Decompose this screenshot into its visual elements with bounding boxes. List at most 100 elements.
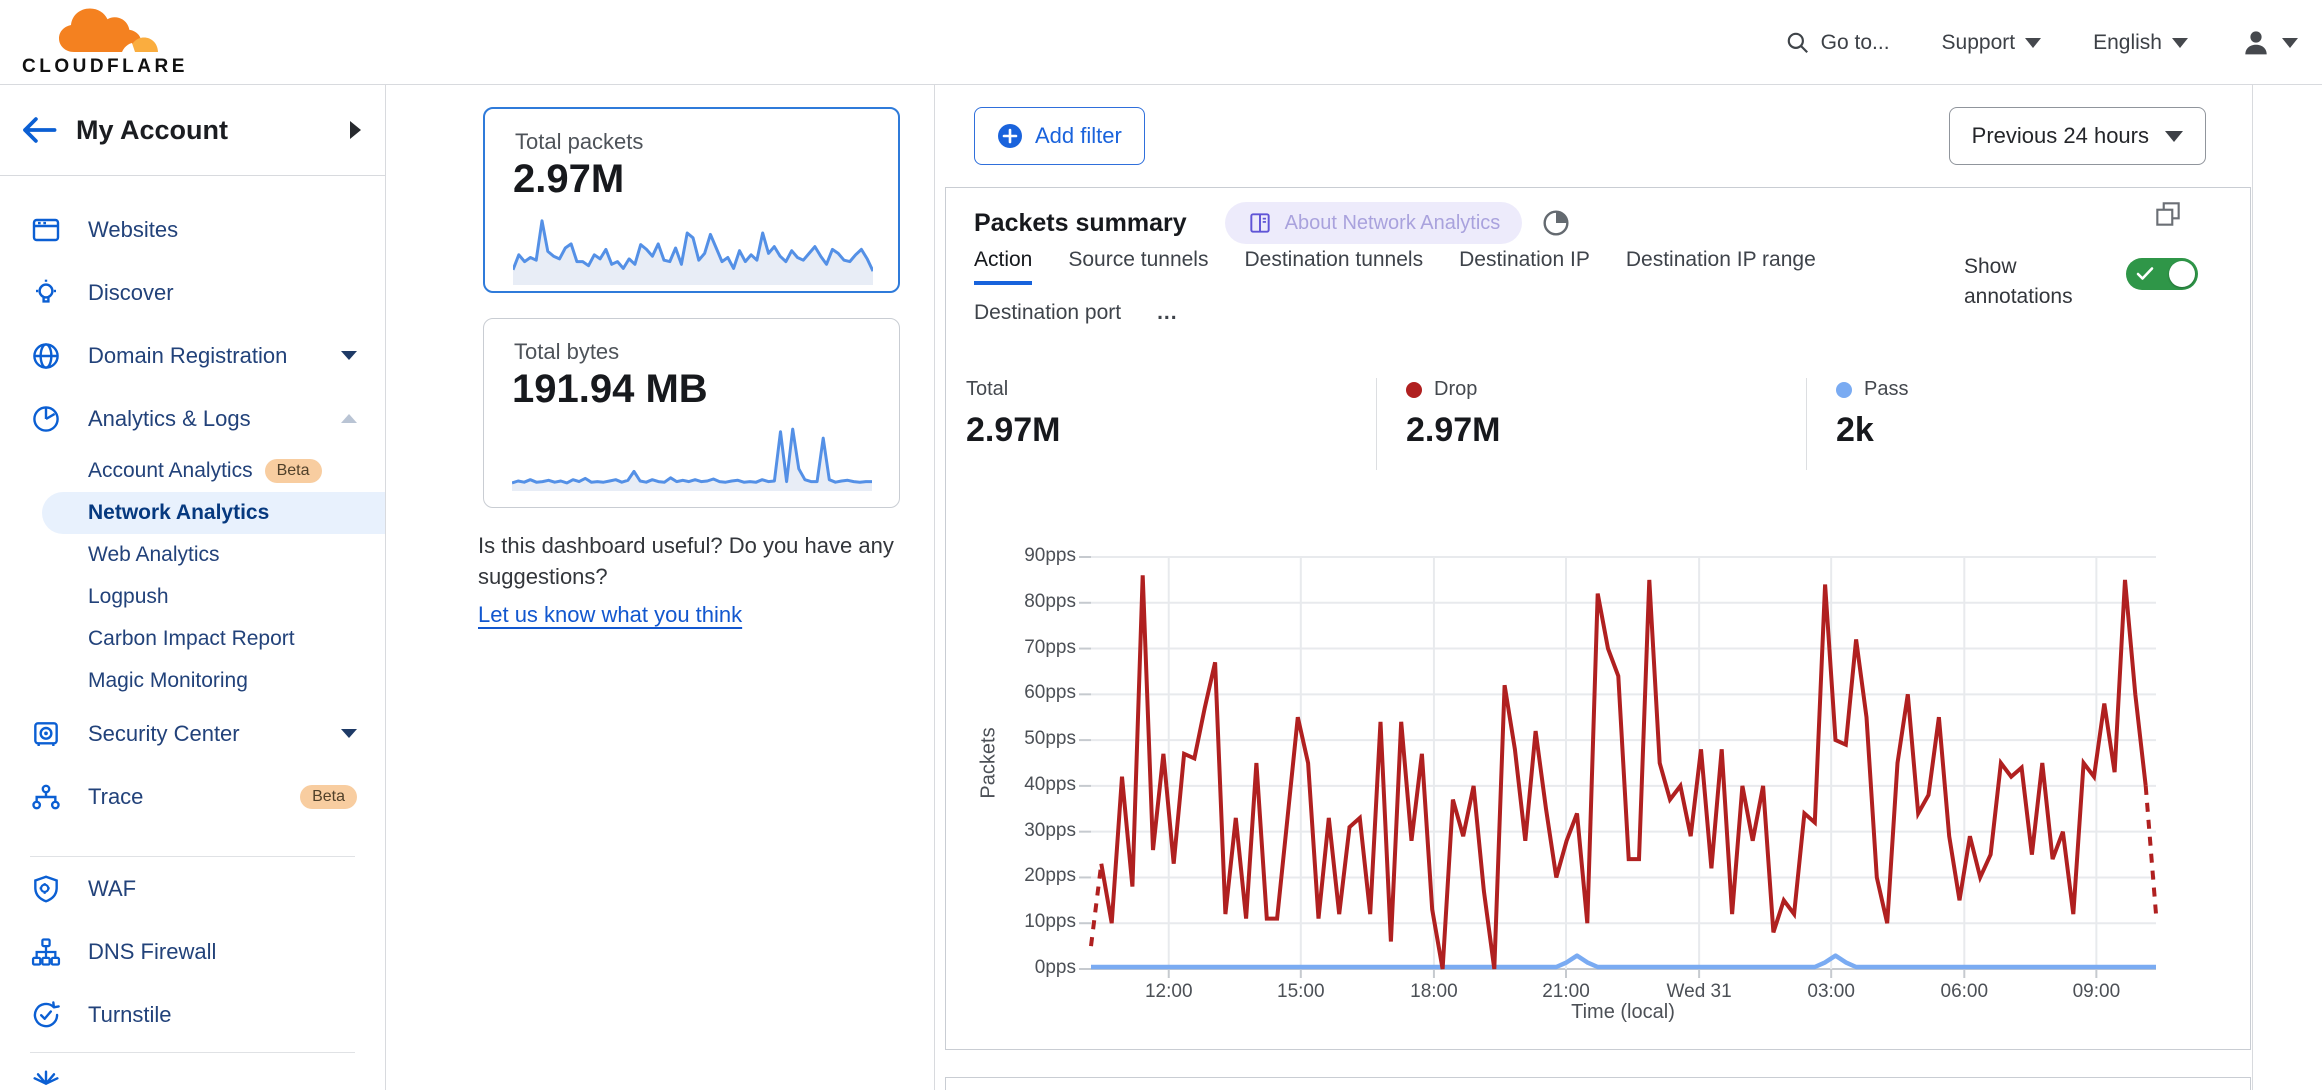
x-tick-label: 09:00 <box>2072 981 2121 1002</box>
bytes-sparkline-chart <box>512 427 872 491</box>
sidebar-subitem-network-analytics[interactable]: Network Analytics <box>42 492 385 534</box>
sidebar-item-domain-registration[interactable]: Domain Registration <box>0 324 385 387</box>
sidebar-item-partial[interactable] <box>0 1053 385 1090</box>
main-pane: Add filter Previous 24 hours Packets sum… <box>935 85 2252 1090</box>
tab-source-tunnels[interactable]: Source tunnels <box>1068 248 1209 271</box>
y-tick-label: 80pps <box>1024 590 1076 612</box>
sidebar-item-label: Turnstile <box>88 1001 172 1027</box>
total-bytes-card[interactable]: Total bytes 191.94 MB <box>483 318 900 508</box>
dimension-tabs: Action Source tunnels Destination tunnel… <box>974 248 1934 334</box>
y-tick-label: 0pps <box>1034 957 1076 978</box>
y-tick-label: 90pps <box>1024 545 1076 566</box>
sidebar-item-security-center[interactable]: Security Center <box>0 702 385 765</box>
x-tick-label: 06:00 <box>1940 981 1989 1002</box>
tabs-overflow-button[interactable]: ... <box>1157 301 1178 324</box>
next-summary-card <box>945 1077 2251 1090</box>
expand-panel-icon[interactable] <box>2152 198 2184 230</box>
tab-destination-ip[interactable]: Destination IP <box>1459 248 1590 271</box>
sidebar-item-discover[interactable]: Discover <box>0 261 385 324</box>
rotate-check-icon <box>30 999 62 1031</box>
beta-badge: Beta <box>300 784 357 809</box>
sidebar-item-trace[interactable]: Trace Beta <box>0 765 385 828</box>
book-icon <box>1249 213 1270 233</box>
chevron-down-icon <box>341 729 357 738</box>
sidebar-item-analytics-logs[interactable]: Analytics & Logs <box>0 387 385 450</box>
tab-action[interactable]: Action <box>974 248 1033 285</box>
sidebar: My Account Websites Discover Domain Regi… <box>0 85 386 1090</box>
safe-icon <box>30 718 62 750</box>
sidebar-divider <box>30 856 355 857</box>
packets-line-chart[interactable]: 0pps 10pps 20pps 30pps 40pps 50pps 60pps 70pps 8… <box>1024 545 2158 1002</box>
sidebar-item-websites[interactable]: Websites <box>0 198 385 261</box>
sidebar-item-label: Security Center <box>88 720 240 746</box>
sidebar-subitem-logpush[interactable]: Logpush <box>88 585 169 608</box>
user-icon <box>2245 30 2267 54</box>
shield-gear-icon <box>30 873 62 905</box>
metric-label: Total packets <box>515 129 644 154</box>
sidebar-nav: Websites Discover Domain Registration An… <box>0 176 385 1090</box>
top-header: CLOUDFLARE Go to... Support English <box>0 0 2322 85</box>
beta-badge: Beta <box>264 459 322 483</box>
about-network-analytics-badge[interactable]: About Network Analytics <box>1224 202 1523 244</box>
sidebar-subitem-account-analytics[interactable]: Account Analytics Beta <box>0 450 385 492</box>
sidebar-divider <box>30 1052 355 1053</box>
sidebar-item-turnstile[interactable]: Turnstile <box>0 983 385 1046</box>
data-freshness-pie-icon[interactable] <box>1540 207 1572 239</box>
stats-row: Total 2.97M Drop 2.97M Pass <box>946 378 2250 470</box>
account-name: My Account <box>76 114 229 145</box>
stat-divider <box>1806 378 1807 470</box>
cloudflare-cloud-icon <box>59 8 158 53</box>
support-label: Support <box>1941 30 2016 54</box>
globe-icon <box>30 340 62 372</box>
stat-pass: Pass 2k <box>1836 378 1909 449</box>
sunburst-icon <box>30 1065 62 1090</box>
back-arrow-icon[interactable] <box>20 116 58 144</box>
check-icon <box>2136 267 2154 280</box>
sidebar-item-waf[interactable]: WAF <box>0 857 385 920</box>
feedback-link[interactable]: Let us know what you think <box>478 602 743 627</box>
chevron-down-icon <box>2165 130 2183 142</box>
language-menu[interactable]: English <box>2093 31 2188 55</box>
content-area: Total packets 2.97M Total bytes 191.94 M… <box>386 85 2253 1090</box>
brand-wordmark: CLOUDFLARE <box>22 56 188 77</box>
tab-destination-ip-range[interactable]: Destination IP range <box>1625 248 1816 271</box>
sidebar-item-label: Domain Registration <box>88 342 288 368</box>
sidebar-subitem-carbon-impact-report[interactable]: Carbon Impact Report <box>88 627 295 650</box>
chevron-right-icon[interactable] <box>350 121 361 139</box>
network-tree-icon <box>30 936 62 968</box>
sidebar-subitem-web-analytics[interactable]: Web Analytics <box>88 543 220 566</box>
tab-destination-port[interactable]: Destination port <box>974 301 1122 324</box>
x-tick-label: 21:00 <box>1542 981 1590 1002</box>
chevron-down-icon <box>2282 37 2298 48</box>
y-tick-label: 50pps <box>1024 728 1076 750</box>
pass-legend-dot <box>1836 381 1852 398</box>
support-menu[interactable]: Support <box>1942 31 2042 55</box>
sidebar-subitem-magic-monitoring[interactable]: Magic Monitoring <box>88 669 248 692</box>
chevron-down-icon <box>2172 37 2188 48</box>
tab-destination-tunnels[interactable]: Destination tunnels <box>1244 248 1424 271</box>
goto-search[interactable]: Go to... <box>1785 30 1890 56</box>
feedback-question: Is this dashboard useful? Do you have an… <box>478 533 894 589</box>
account-menu[interactable] <box>2240 27 2298 59</box>
packets-summary-card: Packets summary About Network Analytics <box>945 187 2251 1050</box>
metric-label: Total bytes <box>514 339 620 364</box>
y-tick-label: 40pps <box>1024 773 1076 795</box>
drop-legend-dot <box>1406 381 1422 398</box>
cloudflare-logo[interactable]: CLOUDFLARE <box>22 6 187 80</box>
sidebar-item-dns-firewall[interactable]: DNS Firewall <box>0 920 385 983</box>
show-annotations-toggle[interactable] <box>2126 258 2198 290</box>
packets-sparkline-chart <box>513 219 873 285</box>
chevron-down-icon <box>341 351 357 360</box>
total-packets-card[interactable]: Total packets 2.97M <box>483 107 900 293</box>
x-tick-label: 18:00 <box>1410 981 1458 1002</box>
x-tick-label: 15:00 <box>1277 981 1325 1002</box>
sidebar-item-label: Analytics & Logs <box>88 405 251 431</box>
trace-icon <box>30 781 62 813</box>
x-tick-label: Wed 31 <box>1666 981 1732 1002</box>
y-tick-label: 10pps <box>1024 911 1076 933</box>
metric-value: 2.97M <box>513 157 625 201</box>
add-filter-button[interactable]: Add filter <box>974 107 1145 165</box>
time-range-dropdown[interactable]: Previous 24 hours <box>1948 107 2206 165</box>
chevron-up-icon <box>341 414 357 423</box>
account-switcher[interactable]: My Account <box>0 85 385 176</box>
